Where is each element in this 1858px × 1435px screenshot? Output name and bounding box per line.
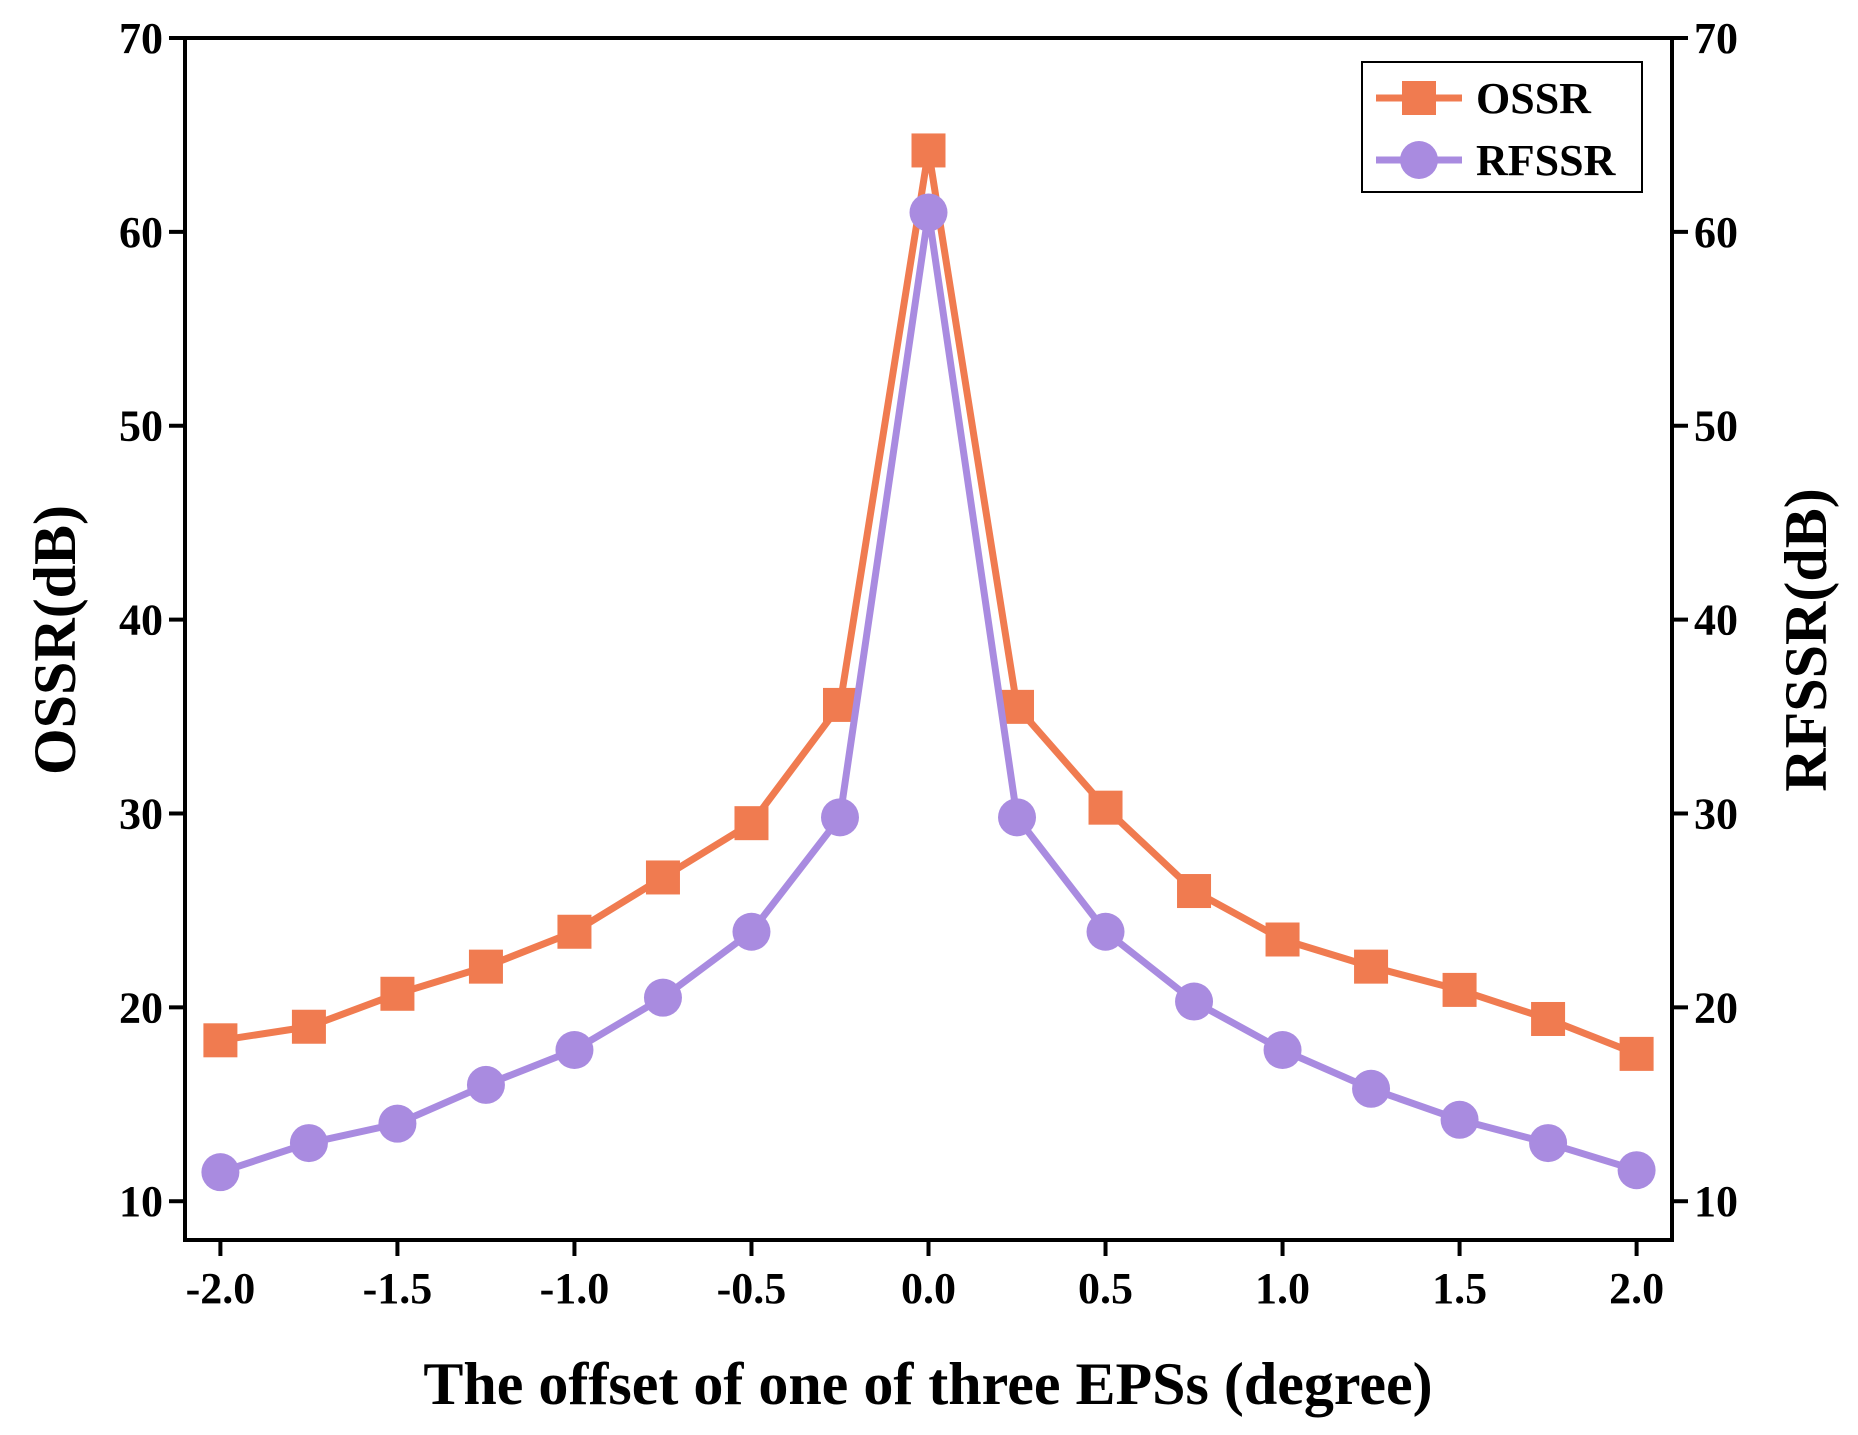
x-tick-label: -1.5 — [363, 1264, 433, 1313]
legend-marker-rfssr — [1400, 141, 1438, 179]
data-point-rfssr — [201, 1153, 240, 1192]
legend-label-ossr: OSSR — [1476, 74, 1592, 123]
x-tick-label: 2.0 — [1609, 1264, 1664, 1313]
data-point-rfssr — [909, 193, 948, 232]
data-point-ossr — [291, 1009, 326, 1044]
data-point-rfssr — [378, 1104, 417, 1143]
y-tick-label-right: 50 — [1694, 402, 1738, 451]
data-point-ossr — [734, 806, 769, 841]
data-point-ossr — [1177, 874, 1212, 909]
y-axis-title-right: RFSSR(dB) — [1773, 488, 1839, 791]
data-point-rfssr — [1529, 1124, 1568, 1163]
data-point-ossr — [1354, 949, 1389, 984]
y-tick-label-left: 70 — [119, 14, 163, 63]
x-tick-label: 0.0 — [901, 1264, 956, 1313]
data-point-ossr — [911, 133, 946, 168]
y-tick-label-right: 40 — [1694, 596, 1738, 645]
data-point-ossr — [468, 949, 503, 984]
data-point-ossr — [645, 860, 680, 895]
series-ossr — [203, 133, 1654, 1071]
data-point-rfssr — [1263, 1031, 1302, 1070]
y-tick-label-right: 60 — [1694, 208, 1738, 257]
x-ticks: -2.0 -1.5 -1.0 -0.5 0.0 0.5 1.0 1.5 2.0 — [186, 1240, 1664, 1313]
data-point-ossr — [1531, 1001, 1566, 1036]
data-point-rfssr — [1175, 982, 1214, 1021]
data-point-rfssr — [820, 798, 859, 837]
x-tick-label: -1.0 — [540, 1264, 610, 1313]
data-point-ossr — [203, 1023, 238, 1058]
data-point-rfssr — [1440, 1100, 1479, 1139]
x-axis-title: The offset of one of three EPSs (degree) — [423, 1351, 1432, 1417]
x-tick-label: 0.5 — [1078, 1264, 1133, 1313]
x-tick-label: 1.0 — [1255, 1264, 1310, 1313]
y-tick-label-right: 20 — [1694, 983, 1738, 1032]
data-point-rfssr — [732, 912, 771, 951]
y-tick-label-right: 10 — [1694, 1177, 1738, 1226]
data-point-ossr — [1088, 790, 1123, 825]
y-tick-label-left: 30 — [119, 789, 163, 838]
series-line-rfssr — [219, 208, 1638, 1176]
data-point-rfssr — [289, 1124, 328, 1163]
y-axis-title-left: OSSR(dB) — [22, 505, 88, 775]
data-point-ossr — [557, 914, 592, 949]
data-point-rfssr — [1617, 1151, 1656, 1190]
x-tick-label: 1.5 — [1432, 1264, 1487, 1313]
data-point-rfssr — [466, 1065, 505, 1104]
data-point-rfssr — [643, 978, 682, 1017]
series-layer — [201, 133, 1656, 1192]
data-point-rfssr — [998, 798, 1037, 837]
data-point-ossr — [1619, 1036, 1654, 1071]
x-tick-label: -2.0 — [186, 1264, 256, 1313]
legend-marker-ossr — [1402, 81, 1436, 115]
y-ticks-left: 10 20 30 40 50 60 70 — [119, 14, 185, 1226]
y-tick-label-left: 10 — [119, 1177, 163, 1226]
y-tick-label-right: 70 — [1694, 14, 1738, 63]
series-rfssr — [201, 193, 1656, 1192]
y-tick-label-left: 40 — [119, 596, 163, 645]
data-point-rfssr — [555, 1031, 594, 1070]
x-tick-label: -0.5 — [717, 1264, 787, 1313]
y-ticks-right: 10 20 30 40 50 60 70 — [1672, 14, 1738, 1226]
y-tick-label-right: 30 — [1694, 789, 1738, 838]
data-point-ossr — [380, 976, 415, 1011]
y-tick-label-left: 60 — [119, 208, 163, 257]
series-line-ossr — [219, 146, 1638, 1058]
data-point-rfssr — [1086, 912, 1125, 951]
data-point-ossr — [1442, 972, 1477, 1007]
y-tick-label-left: 50 — [119, 402, 163, 451]
data-point-ossr — [1265, 922, 1300, 957]
legend-label-rfssr: RFSSR — [1476, 136, 1617, 185]
legend: OSSR RFSSR — [1361, 61, 1643, 193]
y-tick-label-left: 20 — [119, 983, 163, 1032]
data-point-rfssr — [1352, 1069, 1391, 1108]
